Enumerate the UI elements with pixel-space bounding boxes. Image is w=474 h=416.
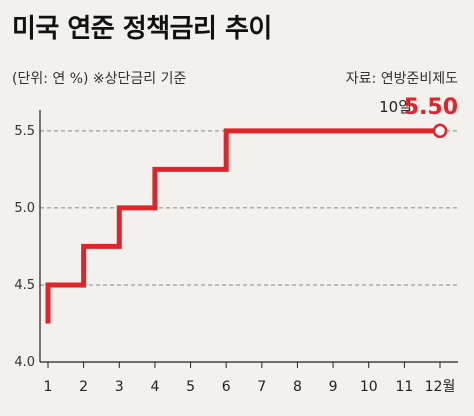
chart-title: 미국 연준 정책금리 추이 (12, 14, 272, 44)
y-tick-label: 5.0 (14, 201, 35, 216)
series-layer (45, 123, 448, 324)
annotation-date-label: 10일 (379, 98, 412, 116)
x-tick-label: 4 (150, 379, 159, 395)
x-tick-label: 6 (222, 379, 231, 395)
rate-step-line (45, 128, 440, 324)
x-tick-label: 1 (44, 379, 53, 395)
x-tick-label: 5 (186, 379, 195, 395)
x-tick-label: 11 (395, 379, 413, 395)
x-tick-label: 10 (360, 379, 378, 395)
axis-layer (39, 110, 458, 368)
x-tick-label: 9 (329, 379, 338, 395)
y-tick-label: 4.0 (14, 355, 35, 370)
y-tick-label: 5.5 (14, 124, 35, 139)
x-tick-label: 8 (293, 379, 302, 395)
end-point-marker (432, 123, 448, 139)
y-tick-label: 4.5 (14, 278, 35, 293)
annotation-value-label: 5.50 (404, 95, 458, 120)
x-tick-label: 12월 (425, 379, 456, 395)
x-tick-label: 3 (115, 379, 124, 395)
grid-layer (40, 130, 458, 286)
unit-note: (단위: 연 %) ※상단금리 기준 (12, 71, 187, 87)
x-tick-label: 7 (257, 379, 266, 395)
source-note: 자료: 연방준비제도 (345, 71, 458, 87)
x-tick-label: 2 (79, 379, 88, 395)
